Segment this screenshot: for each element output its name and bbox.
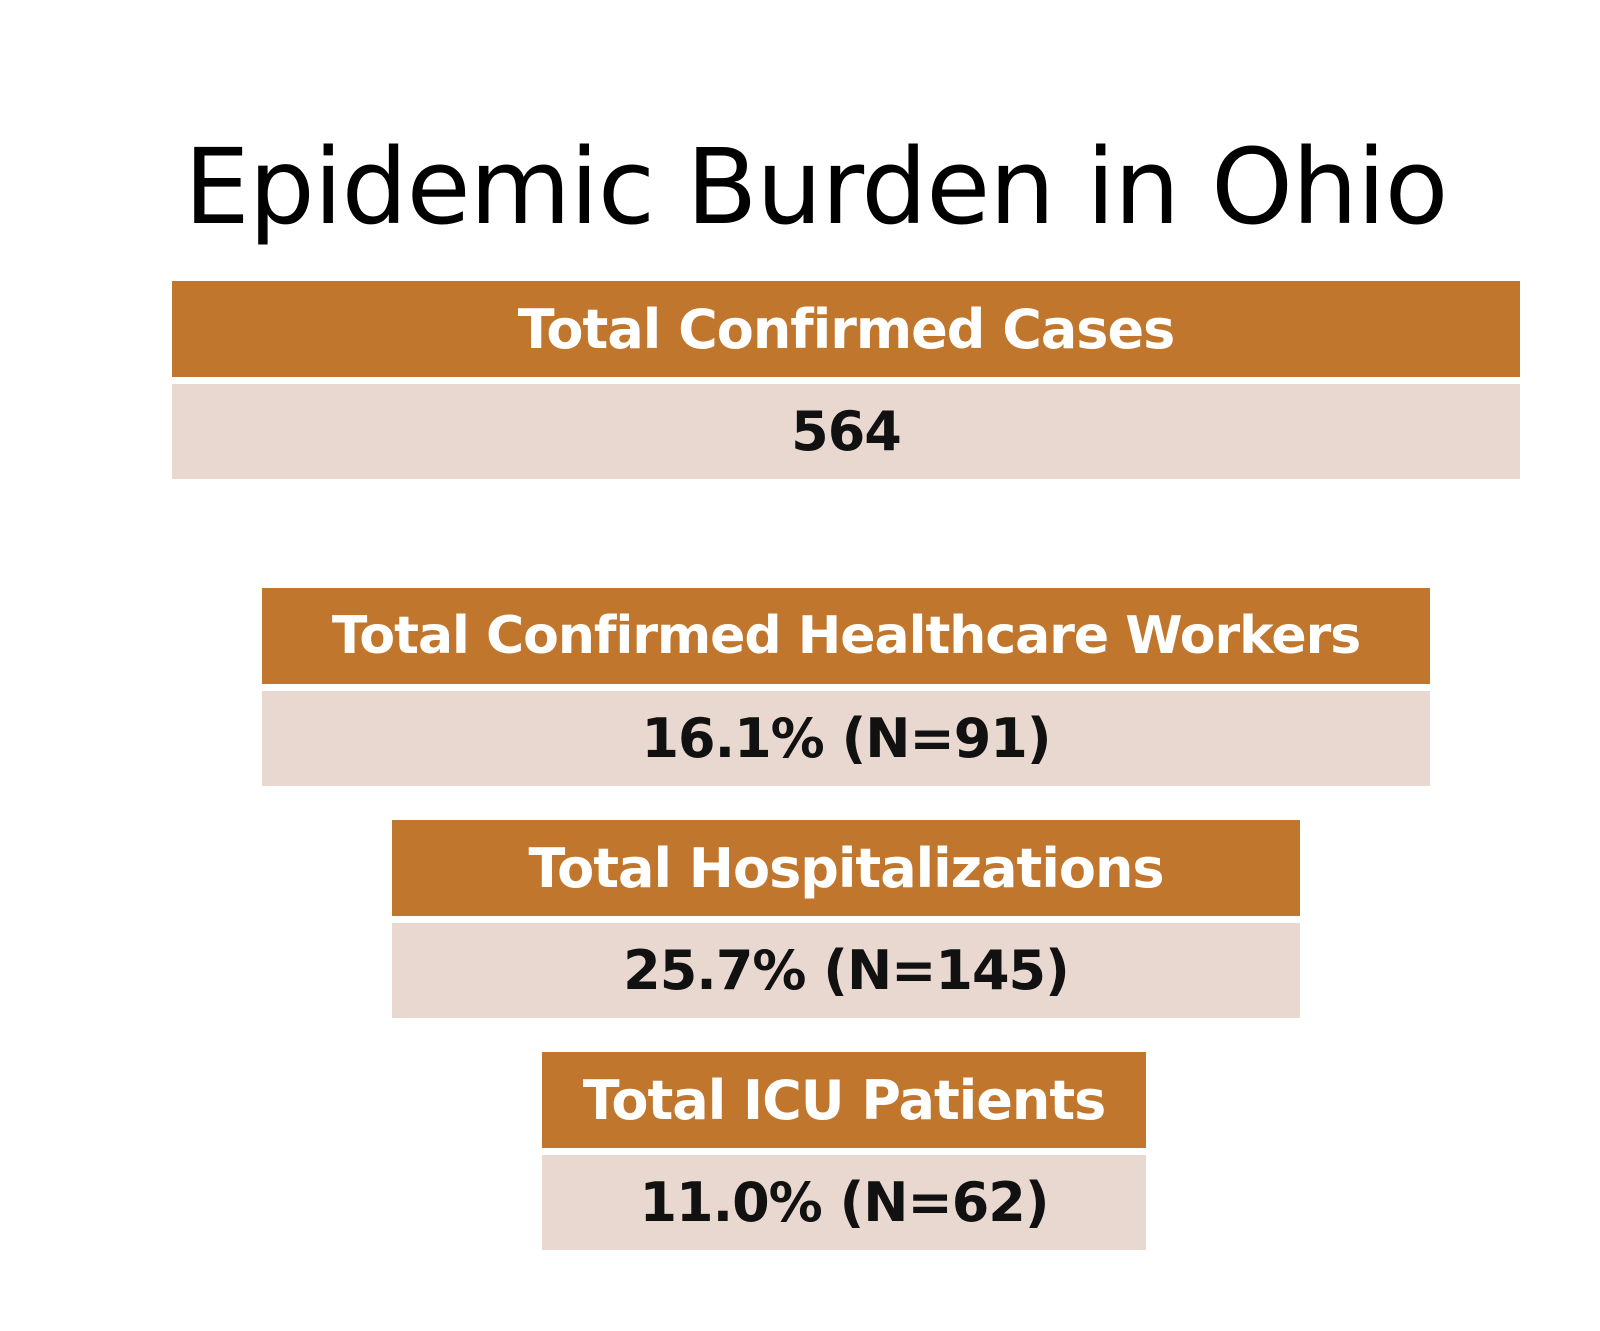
stat-card-value: 11.0% (N=62) — [542, 1155, 1146, 1250]
stat-card-header: Total Confirmed Cases — [172, 281, 1520, 377]
stat-card-divider — [542, 1148, 1146, 1155]
stat-card-icu-patients: Total ICU Patients 11.0% (N=62) — [542, 1052, 1146, 1250]
stat-card-divider — [172, 377, 1520, 384]
stat-card-healthcare-workers: Total Confirmed Healthcare Workers 16.1%… — [262, 588, 1430, 786]
stat-card-divider — [262, 684, 1430, 691]
stat-card-value: 564 — [172, 384, 1520, 479]
stat-card-header: Total ICU Patients — [542, 1052, 1146, 1148]
stat-card-divider — [392, 916, 1300, 923]
stat-card-header: Total Confirmed Healthcare Workers — [262, 588, 1430, 684]
stat-card-confirmed-cases: Total Confirmed Cases 564 — [172, 281, 1520, 479]
stat-card-header: Total Hospitalizations — [392, 820, 1300, 916]
stat-card-hospitalizations: Total Hospitalizations 25.7% (N=145) — [392, 820, 1300, 1018]
stat-card-value: 25.7% (N=145) — [392, 923, 1300, 1018]
slide-title: Epidemic Burden in Ohio — [184, 126, 1448, 248]
stat-card-value: 16.1% (N=91) — [262, 691, 1430, 786]
